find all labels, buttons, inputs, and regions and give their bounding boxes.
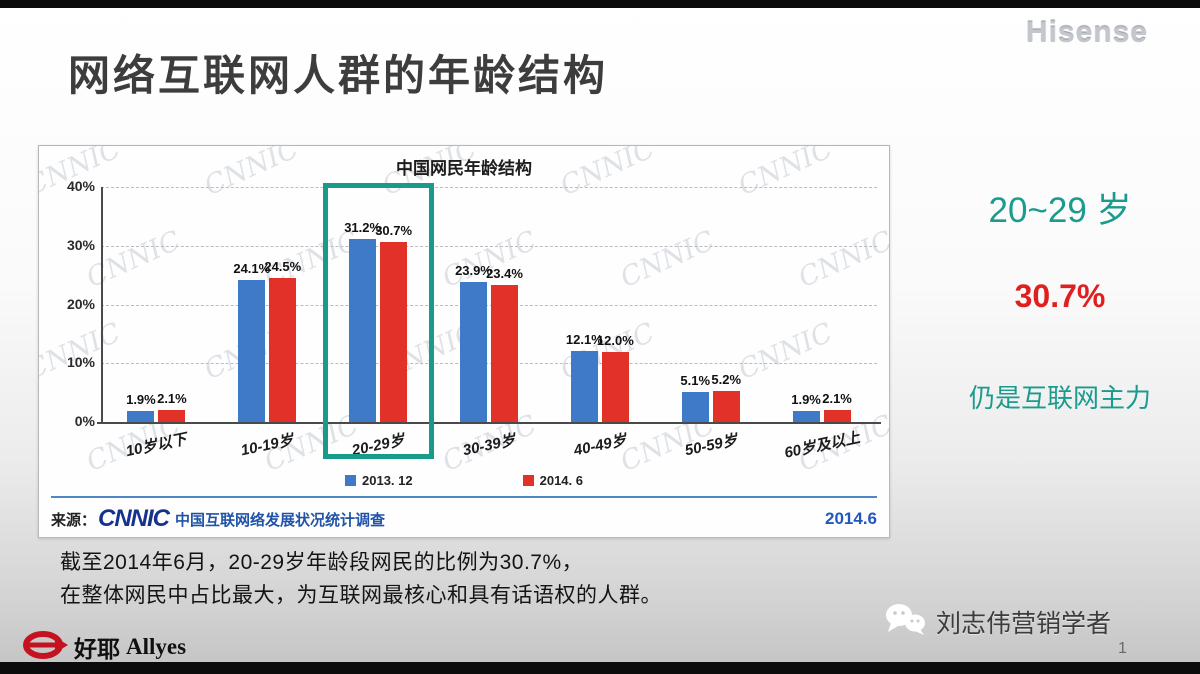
caption: 截至2014年6月，20-29岁年龄段网民的比例为30.7%， 在整体网民中占比… xyxy=(60,546,662,612)
key-insight: 20~29 岁 30.7% 仍是互联网主力 xyxy=(920,182,1200,422)
chart-plot-area: 0% 10% 20% 30% 40% 1.9% 2.1% 10岁以下 24.1% 24.5% 10-… xyxy=(39,146,889,537)
page-number: 1 xyxy=(1118,640,1127,657)
bar xyxy=(823,409,851,422)
bar-value-label: 1.9% xyxy=(791,391,821,407)
source-date: 2014.6 xyxy=(825,509,877,528)
allyes-logo-cn: 好耶 xyxy=(74,636,120,662)
bar xyxy=(712,391,740,422)
bar-value-label: 30.7% xyxy=(375,222,413,238)
bar xyxy=(601,351,629,422)
bar-value-label: 5.1% xyxy=(680,373,711,389)
legend-item: 2014. 6 xyxy=(522,473,583,488)
x-axis-category-label: 50-59岁 xyxy=(683,431,739,460)
cnnic-logo: CNNIC xyxy=(98,505,170,532)
bar xyxy=(349,238,377,422)
allyes-logo-en: Allyes xyxy=(126,634,187,659)
bar xyxy=(127,410,155,422)
page-title: 网络互联网人群的年龄结构 xyxy=(68,52,609,99)
caption-line-2: 在整体网民中占比最大，为互联网最核心和具有话语权的人群。 xyxy=(60,584,662,607)
top-border xyxy=(0,0,1200,8)
insight-percent: 30.7% xyxy=(1014,278,1106,314)
y-axis-line xyxy=(101,187,103,424)
highlight-box xyxy=(322,183,434,459)
source-text: 中国互联网络发展状况统计调查 xyxy=(175,511,386,529)
legend-item: 2013. 12 xyxy=(345,473,413,488)
bar xyxy=(238,280,266,422)
x-axis-category-label: 30-39岁 xyxy=(461,431,518,460)
x-axis-category-label: 10-19岁 xyxy=(239,431,296,460)
allyes-logo: 好耶 Allyes xyxy=(22,630,186,664)
bar xyxy=(158,409,186,422)
insight-note: 仍是互联网主力 xyxy=(968,383,1151,413)
bar-value-label: 1.9% xyxy=(126,391,156,407)
bar xyxy=(460,281,487,422)
y-axis-tick-label: 20% xyxy=(66,295,95,312)
gridline xyxy=(101,245,877,247)
bar-value-label: 23.4% xyxy=(486,265,523,281)
legend-label: 2013. 12 xyxy=(362,473,413,488)
caption-line-1: 截至2014年6月，20-29岁年龄段网民的比例为30.7%， xyxy=(60,551,584,574)
x-axis-category-label: 40-49岁 xyxy=(572,431,628,460)
bar-value-label: 2.1% xyxy=(157,390,187,406)
bar-value-label: 23.9% xyxy=(455,262,492,278)
x-axis-category-label: 10岁以下 xyxy=(124,430,189,461)
y-axis-tick-label: 40% xyxy=(66,178,95,194)
chart-panel: CNNIC CNNIC CNNIC CNNIC CNNIC CNNIC CNNIC CNNIC… xyxy=(38,145,890,538)
bar xyxy=(269,278,297,422)
bar xyxy=(491,284,518,422)
bar-value-label: 2.1% xyxy=(822,390,852,406)
bar-value-label: 24.1% xyxy=(233,261,271,277)
bar xyxy=(792,410,820,422)
gridline xyxy=(101,363,877,365)
bar-value-label: 12.1% xyxy=(565,331,603,347)
wechat-account-name: 刘志伟营销学者 xyxy=(936,609,1112,638)
wechat-account: 刘志伟营销学者 xyxy=(884,602,1111,641)
gridline xyxy=(101,304,877,306)
y-axis-tick-label: 0% xyxy=(74,413,95,429)
gridline xyxy=(101,187,877,188)
x-axis-line xyxy=(97,422,881,424)
legend-swatch xyxy=(345,475,356,486)
bar-value-label: 5.2% xyxy=(711,372,742,388)
legend-swatch xyxy=(522,475,534,486)
y-axis-tick-label: 30% xyxy=(66,236,95,253)
chart-source-row: 来源： CNNIC 中国互联网络发展状况统计调查 2014.6 xyxy=(51,496,877,533)
bar xyxy=(380,241,408,422)
wechat-icon xyxy=(884,602,926,641)
bar-value-label: 12.0% xyxy=(596,332,634,348)
x-axis-category-label: 60岁及以上 xyxy=(782,429,862,462)
y-axis-tick-label: 10% xyxy=(66,354,95,371)
allyes-logo-icon xyxy=(22,630,68,664)
chart-legend: 2013. 12 2014. 6 xyxy=(39,473,889,488)
bar-value-label: 24.5% xyxy=(264,259,302,275)
legend-label: 2014. 6 xyxy=(539,473,583,488)
hisense-logo: Hisense xyxy=(1025,16,1148,49)
bottom-border xyxy=(0,662,1200,674)
chart-title: 中国网民年龄结构 xyxy=(396,159,532,178)
source-prefix: 来源： xyxy=(51,511,97,529)
bar-value-label: 31.2% xyxy=(344,219,382,235)
bar xyxy=(681,392,709,422)
bar xyxy=(570,350,598,422)
insight-age-range: 20~29 岁 xyxy=(988,191,1132,230)
